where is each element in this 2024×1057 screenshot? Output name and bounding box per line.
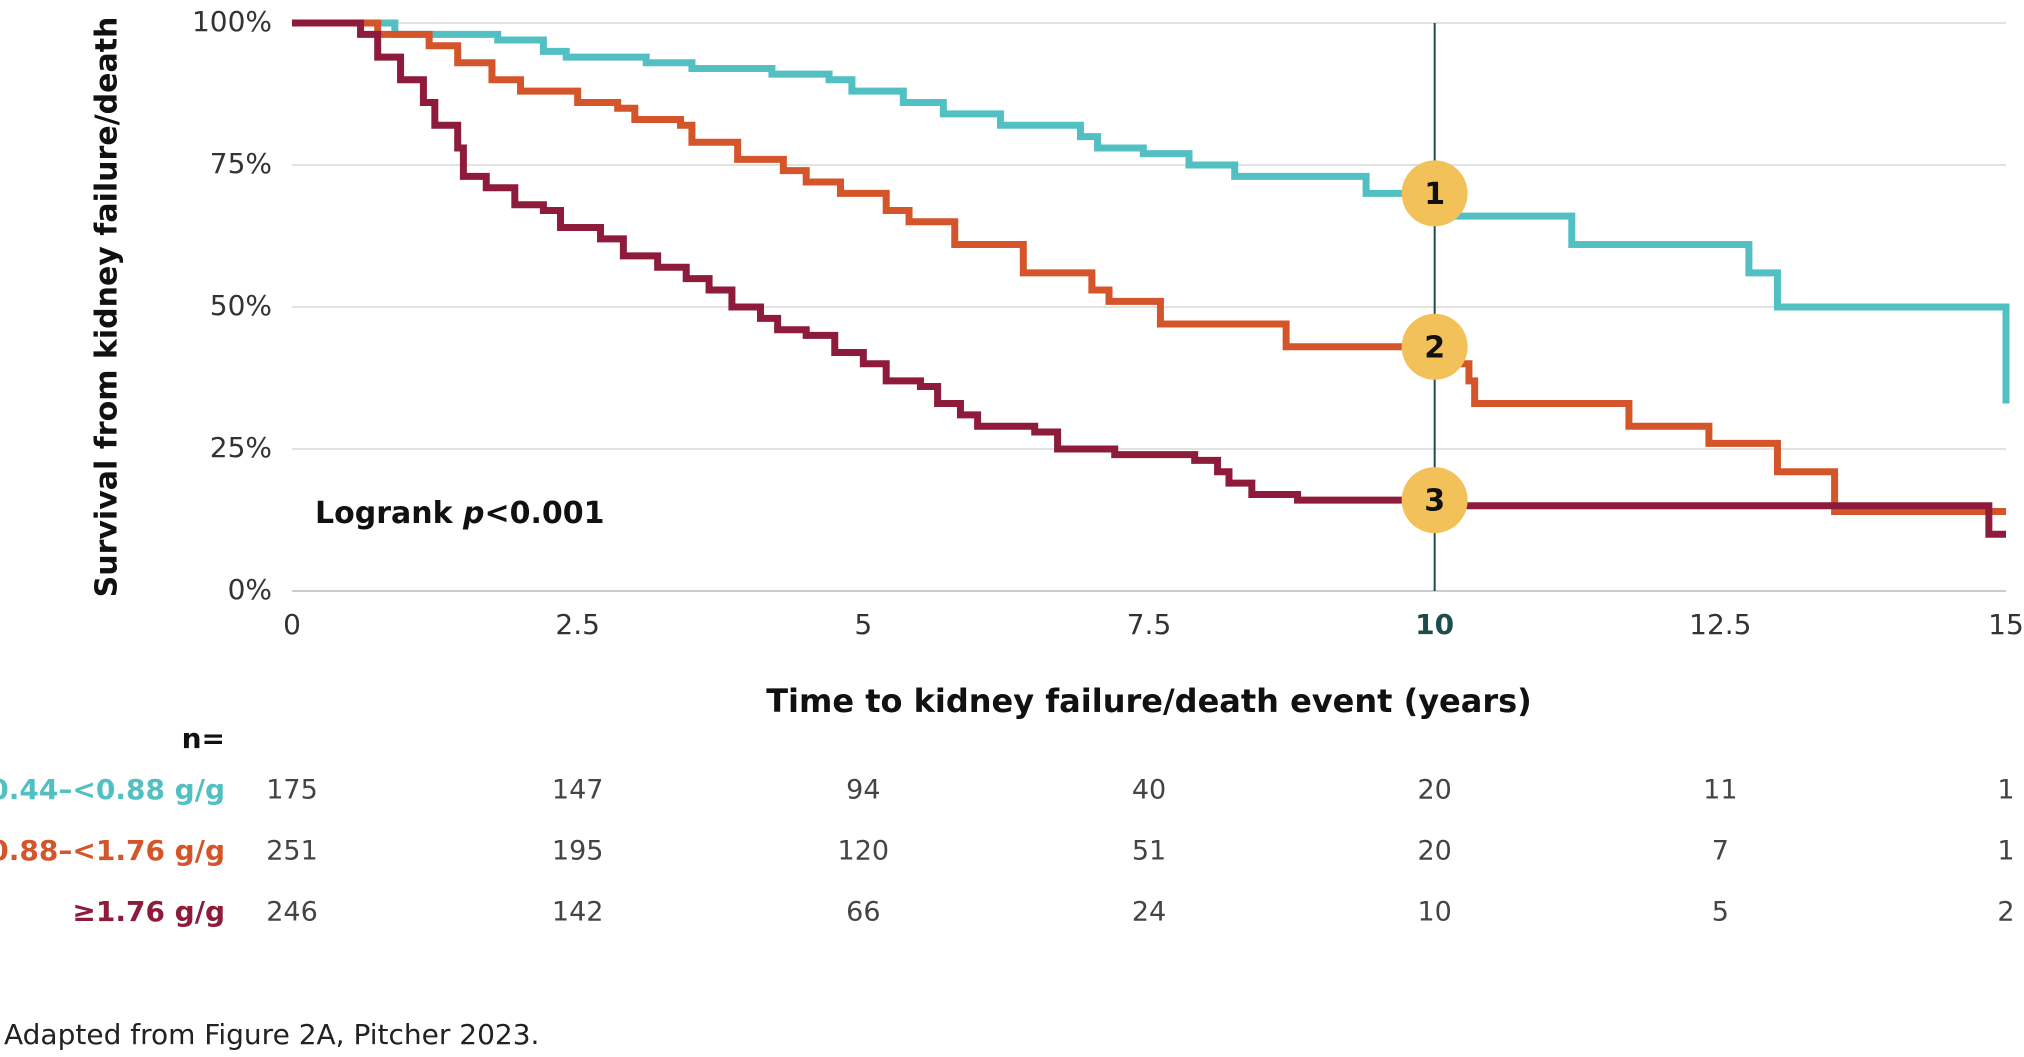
- marker-label: 3: [1424, 484, 1445, 519]
- y-axis-title: Survival from kidney failure/death: [90, 17, 125, 598]
- risk-count: 5: [1712, 897, 1729, 928]
- marker-label: 2: [1424, 330, 1445, 365]
- x-tick-label: 0: [283, 608, 301, 641]
- risk-count: 20: [1417, 836, 1451, 867]
- annotation-part: Logrank: [315, 496, 463, 531]
- risk-count: 1: [1997, 775, 2014, 806]
- x-tick-label: 2.5: [555, 608, 600, 641]
- logrank-annotation: Logrank p<0.001: [315, 496, 605, 531]
- x-tick-label: 5: [854, 608, 872, 641]
- marker-badge: [1401, 467, 1468, 534]
- risk-count: 51: [1132, 836, 1166, 867]
- x-axis-title: Time to kidney failure/death event (year…: [766, 682, 1532, 720]
- footnote: Adapted from Figure 2A, Pitcher 2023.: [4, 1018, 539, 1051]
- marker-label: 1: [1424, 177, 1445, 212]
- y-tick-label: 50%: [210, 289, 272, 322]
- y-tick-label: 0%: [228, 573, 272, 606]
- risk-count: 66: [846, 897, 880, 928]
- y-tick-label: 25%: [210, 431, 272, 464]
- risk-count: 7: [1712, 836, 1729, 867]
- marker-badge: [1401, 160, 1468, 227]
- risk-row-label: 0.88–<1.76 g/g: [0, 834, 225, 867]
- risk-row-label: ≥1.76 g/g: [72, 895, 225, 928]
- risk-count: 120: [838, 836, 890, 867]
- marker-badge: [1401, 313, 1468, 380]
- risk-count: 142: [552, 897, 604, 928]
- risk-count: 2: [1997, 897, 2014, 928]
- risk-count: 246: [266, 897, 318, 928]
- survival-curve: [292, 19, 2010, 404]
- risk-count: 1: [1997, 836, 2014, 867]
- risk-count: 11: [1703, 775, 1737, 806]
- survival-curve: [292, 19, 2006, 515]
- x-tick-label: 10: [1415, 608, 1454, 641]
- risk-count: 195: [552, 836, 604, 867]
- risk-count: 94: [846, 775, 880, 806]
- risk-count: 40: [1132, 775, 1166, 806]
- risk-count: 147: [552, 775, 604, 806]
- risk-count: 20: [1417, 775, 1451, 806]
- risk-count: 251: [266, 836, 318, 867]
- risk-row-label: 0.44–<0.88 g/g: [0, 773, 225, 806]
- y-tick-label: 100%: [192, 5, 272, 38]
- survival-curve: [292, 19, 2006, 538]
- annotation-part: <0.001: [484, 496, 604, 531]
- risk-count: 24: [1132, 897, 1166, 928]
- x-tick-label: 15: [1988, 608, 2024, 641]
- risk-count: 10: [1417, 897, 1451, 928]
- y-tick-label: 75%: [210, 147, 272, 180]
- x-tick-label: 7.5: [1127, 608, 1172, 641]
- x-tick-label: 12.5: [1689, 608, 1751, 641]
- risk-header: n=: [182, 722, 225, 755]
- risk-count: 175: [266, 775, 318, 806]
- annotation-part: p: [462, 496, 484, 531]
